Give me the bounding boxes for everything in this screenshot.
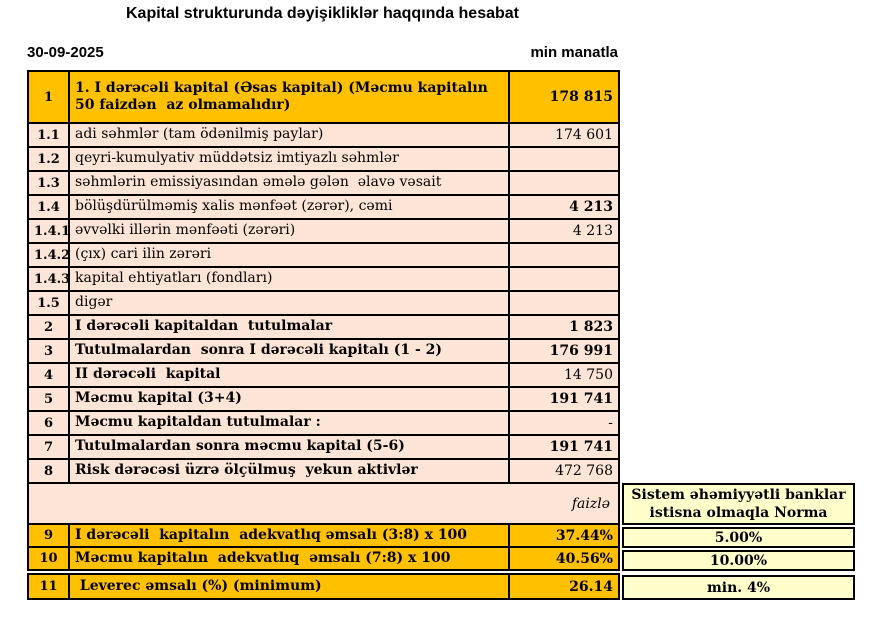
row-label: Tutulmalardan sonra I dərəcəli kapitalı … [68,338,510,364]
table-row: 1.2 qeyri-kumulyativ müddətsiz imtiyazlı… [27,146,620,172]
capital-structure-table: 1 1. I dərəcəli kapital (Əsas kapital) (… [27,70,620,600]
row-value: 1 823 [508,314,620,340]
row-number: 1.1 [27,122,70,148]
row-label: Məcmu kapital (3+4) [68,386,510,412]
row-number: 1.4.3 [27,266,70,292]
table-row: 1.4.2 (çıx) cari ilin zərəri [27,242,620,268]
table-row: 1.4 bölüşdürülməmiş xalis mənfəət (zərər… [27,194,620,220]
table-row: 5 Məcmu kapital (3+4) 191 741 [27,386,620,412]
row-label: Tutulmalardan sonra məcmu kapital (5-6) [68,434,510,460]
row-value [508,266,620,292]
row-gap [28,570,619,574]
row-number: 2 [27,314,70,340]
percent-note-row: faizlə [27,482,620,525]
row-number: 7 [27,434,70,460]
table-row: 9 I dərəcəli kapitalın adekvatlıq əmsalı… [27,523,620,548]
row-value [508,170,620,196]
row-number: 1.2 [27,146,70,172]
table-row: 1.5 digər [27,290,620,316]
row-label: II dərəcəli kapital [68,362,510,388]
row-number: 1.3 [27,170,70,196]
table-row: 3 Tutulmalardan sonra I dərəcəli kapital… [27,338,620,364]
row-label: I dərəcəli kapitaldan tutulmalar [68,314,510,340]
table-row: 8 Risk dərəcəsi üzrə ölçülmuş yekun akti… [27,458,620,484]
norma-column-header: Sistem əhəmiyyətli banklar istisna olmaq… [622,483,855,525]
row-label: kapital ehtiyatları (fondları) [68,266,510,292]
table-row: 1.1 adi səhmlər (tam ödənilmiş paylar) 1… [27,122,620,148]
row-number: 8 [27,458,70,484]
row-label: 1. I dərəcəli kapital (Əsas kapital) (Mə… [68,70,510,124]
norma-value: min. 4% [622,575,855,600]
report-date: 30-09-2025 [27,44,104,61]
row-number: 9 [27,523,70,548]
table-row: 10 Məcmu kapitalın adekvatlıq əmsalı (7:… [27,546,620,571]
report-title: Kapital strukturunda dəyişikliklər haqqı… [126,5,519,22]
row-value: 191 741 [508,434,620,460]
table-row: 2 I dərəcəli kapitaldan tutulmalar 1 823 [27,314,620,340]
row-value: 174 601 [508,122,620,148]
row-number: 1.4 [27,194,70,220]
table-row: 4 II dərəcəli kapital 14 750 [27,362,620,388]
table-row: 7 Tutulmalardan sonra məcmu kapital (5-6… [27,434,620,460]
row-label: səhmlərin emissiyasından əmələ gələn əla… [68,170,510,196]
row-value: 40.56% [508,546,620,571]
row-label: (çıx) cari ilin zərəri [68,242,510,268]
row-label: digər [68,290,510,316]
row-label: Məcmu kapitalın adekvatlıq əmsalı (7:8) … [68,546,510,571]
table-row: 11 Leverec əmsalı (%) (minimum) 26.14 [27,573,620,600]
row-value: 178 815 [508,70,620,124]
row-number: 1.5 [27,290,70,316]
percent-note: faizlə [27,482,620,525]
row-value: 176 991 [508,338,620,364]
table-row: 6 Məcmu kapitaldan tutulmalar : - [27,410,620,436]
unit-label: min manatla [530,44,618,61]
row-label: Risk dərəcəsi üzrə ölçülmuş yekun aktivl… [68,458,510,484]
row-number: 4 [27,362,70,388]
table-row: 1.4.1 əvvəlki illərin mənfəəti (zərəri) … [27,218,620,244]
row-label: əvvəlki illərin mənfəəti (zərəri) [68,218,510,244]
row-value: 4 213 [508,194,620,220]
row-value: 191 741 [508,386,620,412]
table-row: 1.4.3 kapital ehtiyatları (fondları) [27,266,620,292]
row-value: 472 768 [508,458,620,484]
norma-value: 5.00% [622,527,855,548]
row-label: qeyri-kumulyativ müddətsiz imtiyazlı səh… [68,146,510,172]
norma-value: 10.00% [622,550,855,571]
row-number: 1 [27,70,70,124]
row-label: Məcmu kapitaldan tutulmalar : [68,410,510,436]
row-number: 1.4.1 [27,218,70,244]
row-value: 26.14 [508,573,620,600]
row-value [508,290,620,316]
row-number: 11 [27,573,70,600]
row-value [508,242,620,268]
row-value: 14 750 [508,362,620,388]
row-number: 10 [27,546,70,571]
row-value: 4 213 [508,218,620,244]
row-value: - [508,410,620,436]
row-value: 37.44% [508,523,620,548]
row-number: 5 [27,386,70,412]
table-row: 1 1. I dərəcəli kapital (Əsas kapital) (… [27,70,620,124]
row-number: 1.4.2 [27,242,70,268]
row-label: I dərəcəli kapitalın adekvatlıq əmsalı (… [68,523,510,548]
row-label: adi səhmlər (tam ödənilmiş paylar) [68,122,510,148]
row-label: bölüşdürülməmiş xalis mənfəət (zərər), c… [68,194,510,220]
row-number: 3 [27,338,70,364]
row-number: 6 [27,410,70,436]
table-row: 1.3 səhmlərin emissiyasından əmələ gələn… [27,170,620,196]
row-value [508,146,620,172]
row-label: Leverec əmsalı (%) (minimum) [68,573,510,600]
